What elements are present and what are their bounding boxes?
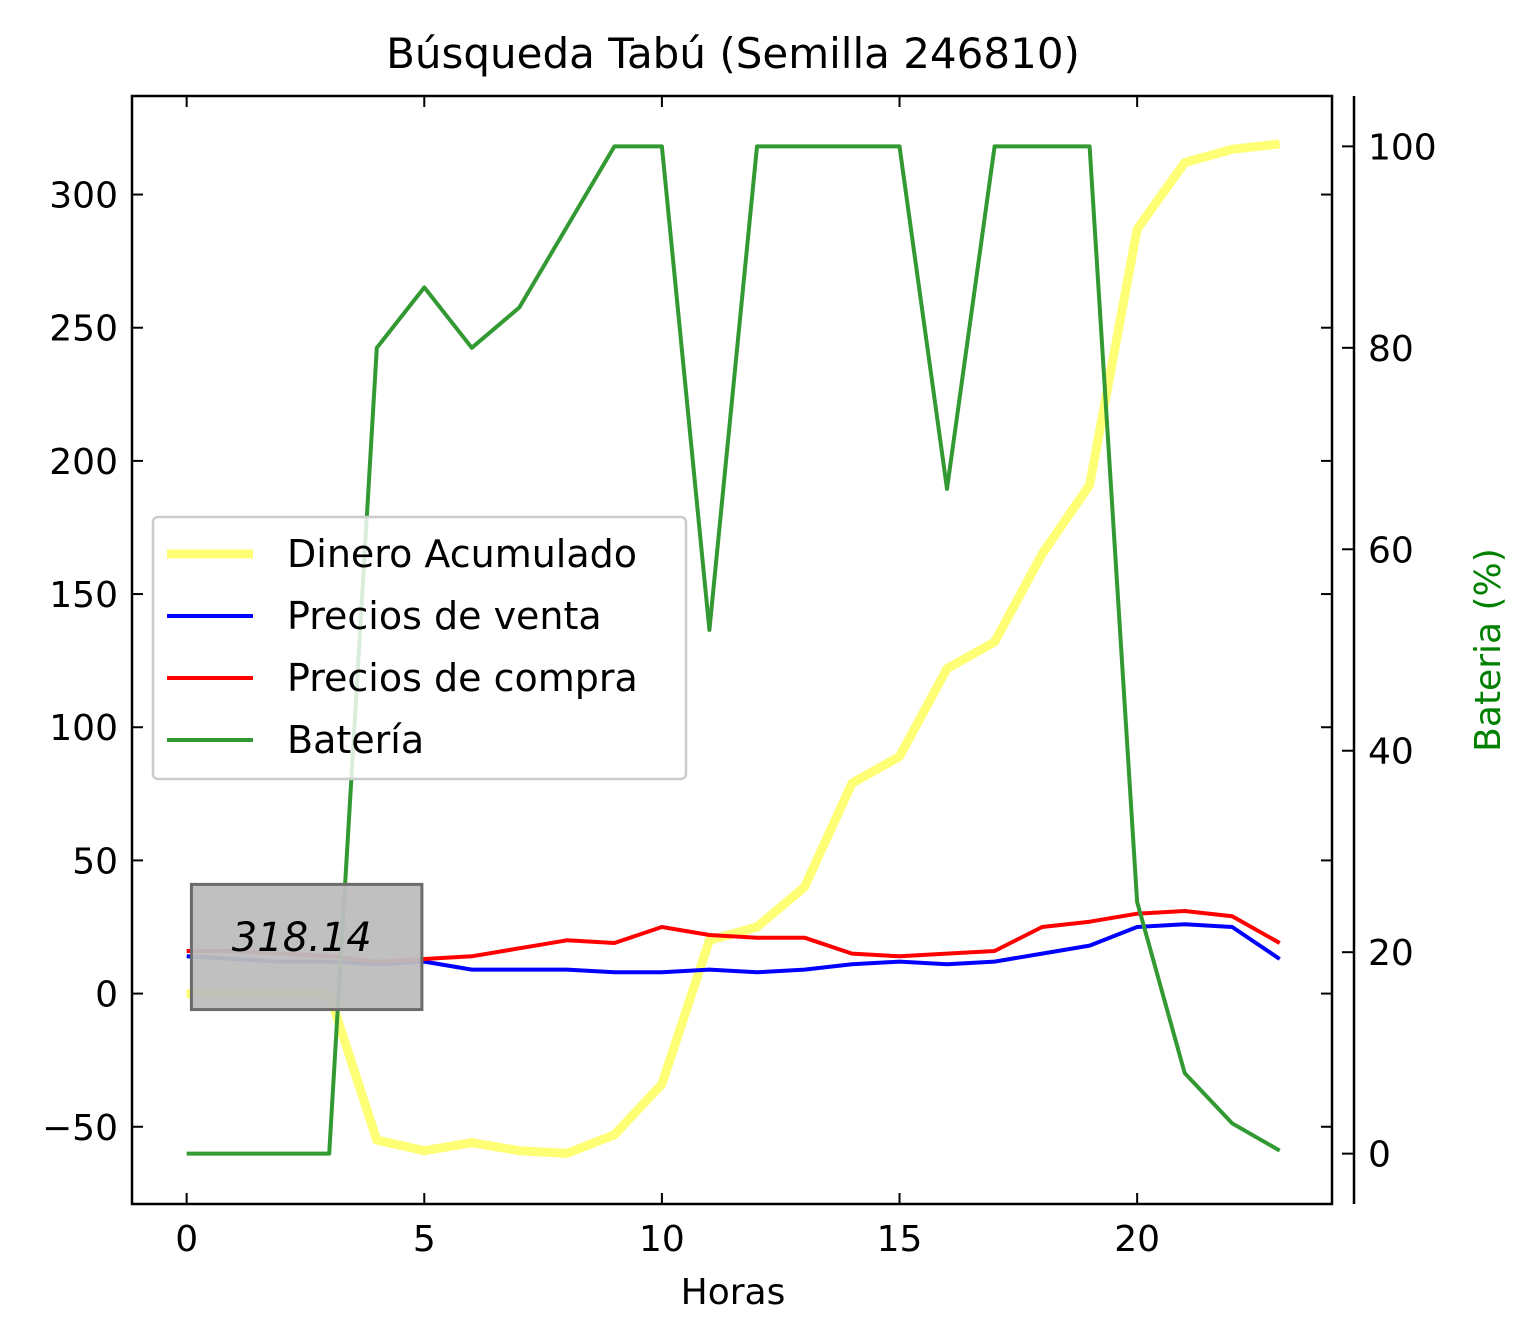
axes: 0 5 10 15 20 −50 0 50 100 150 200 250 300 0 20 40 60 80 10… [42,94,1437,1260]
y2-tick-label: 0 [1368,1135,1391,1176]
legend-label-1: Precios de venta [287,594,602,638]
legend-label-3: Batería [287,718,424,762]
y-tick-label: 100 [49,708,118,749]
x-tick-label: 5 [413,1219,436,1260]
series-line-0 [186,139,1281,1158]
x-tick-label: 15 [877,1219,923,1260]
x-tick-label: 20 [1114,1219,1160,1260]
legend-box [151,515,688,781]
annotation-box [189,882,424,1012]
y-tick-label: −50 [42,1108,118,1149]
legend-label-2: Precios de compra [287,656,638,700]
y2-tick-label: 20 [1368,933,1414,974]
annotation-text: 318.14 [232,915,372,961]
x-axis-label: Horas [681,1272,786,1313]
y2-tick-label: 80 [1368,329,1414,370]
y2-tick-label: 40 [1368,732,1414,773]
plot-area: 318.14 [186,139,1281,1158]
x-tick-label: 0 [175,1219,198,1260]
legend: Dinero Acumulado Precios de venta Precios … [151,515,688,781]
y-tick-label: 200 [49,442,118,483]
x-tick-label: 10 [639,1219,685,1260]
series-line-3 [186,144,1281,1156]
y2-axis-label: Bateria (%) [1468,548,1509,752]
legend-label-0: Dinero Acumulado [287,532,637,576]
y-tick-label: 300 [49,176,118,217]
y2-tick-label: 100 [1368,127,1437,168]
y-tick-label: 0 [95,975,118,1016]
y2-tick-label: 60 [1368,530,1414,571]
y-tick-label: 250 [49,309,118,350]
chart-title: Búsqueda Tabú (Semilla 246810) [386,29,1080,78]
y-tick-label: 150 [49,575,118,616]
y-tick-label: 50 [72,841,118,882]
axes-frame [130,94,1334,1206]
